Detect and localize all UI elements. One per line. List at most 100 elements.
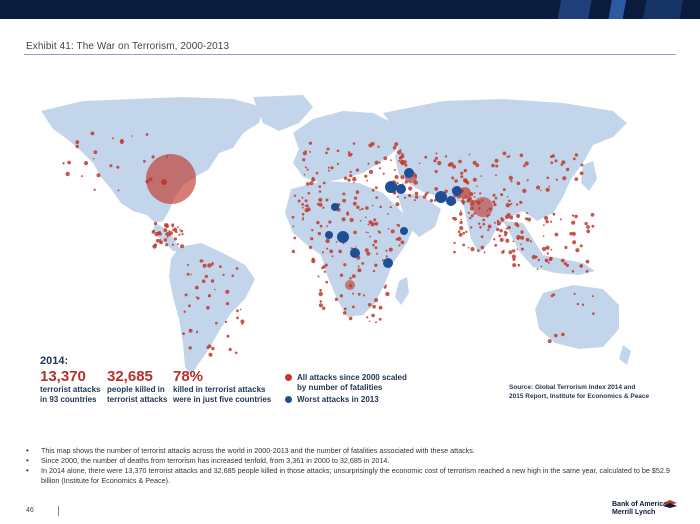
logo-line: Merrill Lynch [612, 509, 656, 516]
attack-marker [369, 235, 371, 238]
attack-marker [183, 310, 186, 313]
attack-marker [466, 198, 472, 203]
stat-label: people killed in [107, 385, 165, 394]
attack-marker [524, 161, 529, 166]
attack-marker [552, 293, 556, 297]
attack-marker [302, 158, 306, 162]
attack-marker [510, 202, 513, 205]
world-map: 2014: 13,370 terrorist attacks in 93 cou… [23, 93, 649, 415]
attack-marker [519, 236, 522, 239]
attack-marker [297, 199, 301, 203]
attack-marker [372, 243, 375, 247]
attack-marker [586, 225, 590, 229]
attack-marker [215, 321, 218, 325]
attack-marker [512, 257, 516, 261]
attack-marker [460, 175, 464, 179]
attack-marker [318, 202, 323, 207]
attack-marker [367, 303, 372, 307]
attack-marker [576, 302, 580, 306]
attack-marker [169, 231, 174, 235]
attack-marker [453, 241, 456, 245]
attack-marker [569, 232, 573, 236]
madagascar [395, 277, 409, 305]
attack-marker [397, 150, 402, 155]
attack-marker [525, 217, 528, 221]
attack-marker [348, 316, 353, 321]
attack-marker [452, 217, 455, 220]
attack-marker [385, 249, 388, 252]
attack-marker [318, 185, 322, 188]
attack-marker [176, 243, 179, 246]
attack-marker [505, 203, 510, 208]
attack-marker [225, 302, 230, 306]
attack-marker [305, 204, 309, 208]
attack-marker [323, 270, 327, 273]
attack-marker [291, 215, 295, 219]
attack-marker [366, 179, 369, 182]
attack-marker [301, 218, 304, 221]
attack-marker [304, 166, 307, 169]
attack-marker [508, 250, 513, 255]
attack-marker [352, 305, 355, 309]
attack-marker [388, 247, 393, 252]
australia [535, 285, 619, 349]
attack-marker [562, 176, 567, 181]
attack-marker [154, 245, 157, 248]
worst-attack-markers [325, 168, 462, 268]
attack-marker [195, 330, 199, 334]
attack-marker [401, 152, 404, 155]
exhibit-title: Exhibit 41: The War on Terrorism, 2000-2… [26, 41, 230, 52]
attack-marker [396, 223, 399, 226]
attack-marker [404, 163, 408, 167]
attack-marker [458, 233, 463, 237]
attack-marker [318, 197, 323, 202]
attack-marker [554, 333, 558, 338]
attack-marker [308, 141, 312, 145]
attack-marker [590, 212, 595, 217]
attack-marker [545, 220, 549, 224]
attack-marker [228, 347, 232, 352]
attack-marker [389, 206, 392, 209]
attack-marker [359, 219, 362, 222]
attack-marker [375, 321, 377, 324]
attack-marker [493, 238, 496, 241]
blue-dot-icon [285, 396, 292, 403]
attack-marker [293, 236, 297, 240]
attack-marker [571, 220, 576, 225]
attack-marker [468, 153, 471, 156]
attack-marker [372, 304, 376, 309]
attack-marker [165, 224, 170, 229]
attack-marker [494, 196, 498, 200]
attack-marker [534, 255, 538, 259]
attack-marker [202, 263, 207, 268]
attack-marker [435, 156, 439, 160]
attack-marker [239, 308, 242, 311]
attack-marker [371, 204, 374, 207]
attack-marker [494, 158, 499, 163]
attack-marker [512, 240, 515, 243]
attack-marker [437, 161, 442, 166]
attack-marker [171, 225, 174, 228]
attack-marker [324, 263, 328, 267]
worst-attack-marker [385, 181, 397, 193]
arabian-peninsula [397, 193, 441, 237]
attack-marker [109, 164, 113, 168]
attack-marker [345, 280, 355, 290]
attack-marker [476, 249, 480, 252]
attack-marker [222, 273, 225, 276]
worst-attack-marker [337, 231, 349, 243]
attack-marker [540, 189, 542, 192]
attack-marker [434, 187, 439, 191]
map-legend: All attacks since 2000 scaled by number … [285, 373, 407, 407]
attack-marker [551, 154, 555, 158]
attack-marker [165, 243, 169, 247]
worst-attack-marker [452, 186, 462, 196]
attack-marker [426, 191, 429, 194]
attack-marker [527, 217, 532, 222]
attack-marker [575, 248, 580, 253]
attack-marker [493, 221, 496, 224]
attack-marker [305, 182, 310, 186]
attack-marker [377, 145, 380, 148]
logo-line: Bank of America [612, 501, 667, 508]
attack-marker [496, 227, 500, 232]
